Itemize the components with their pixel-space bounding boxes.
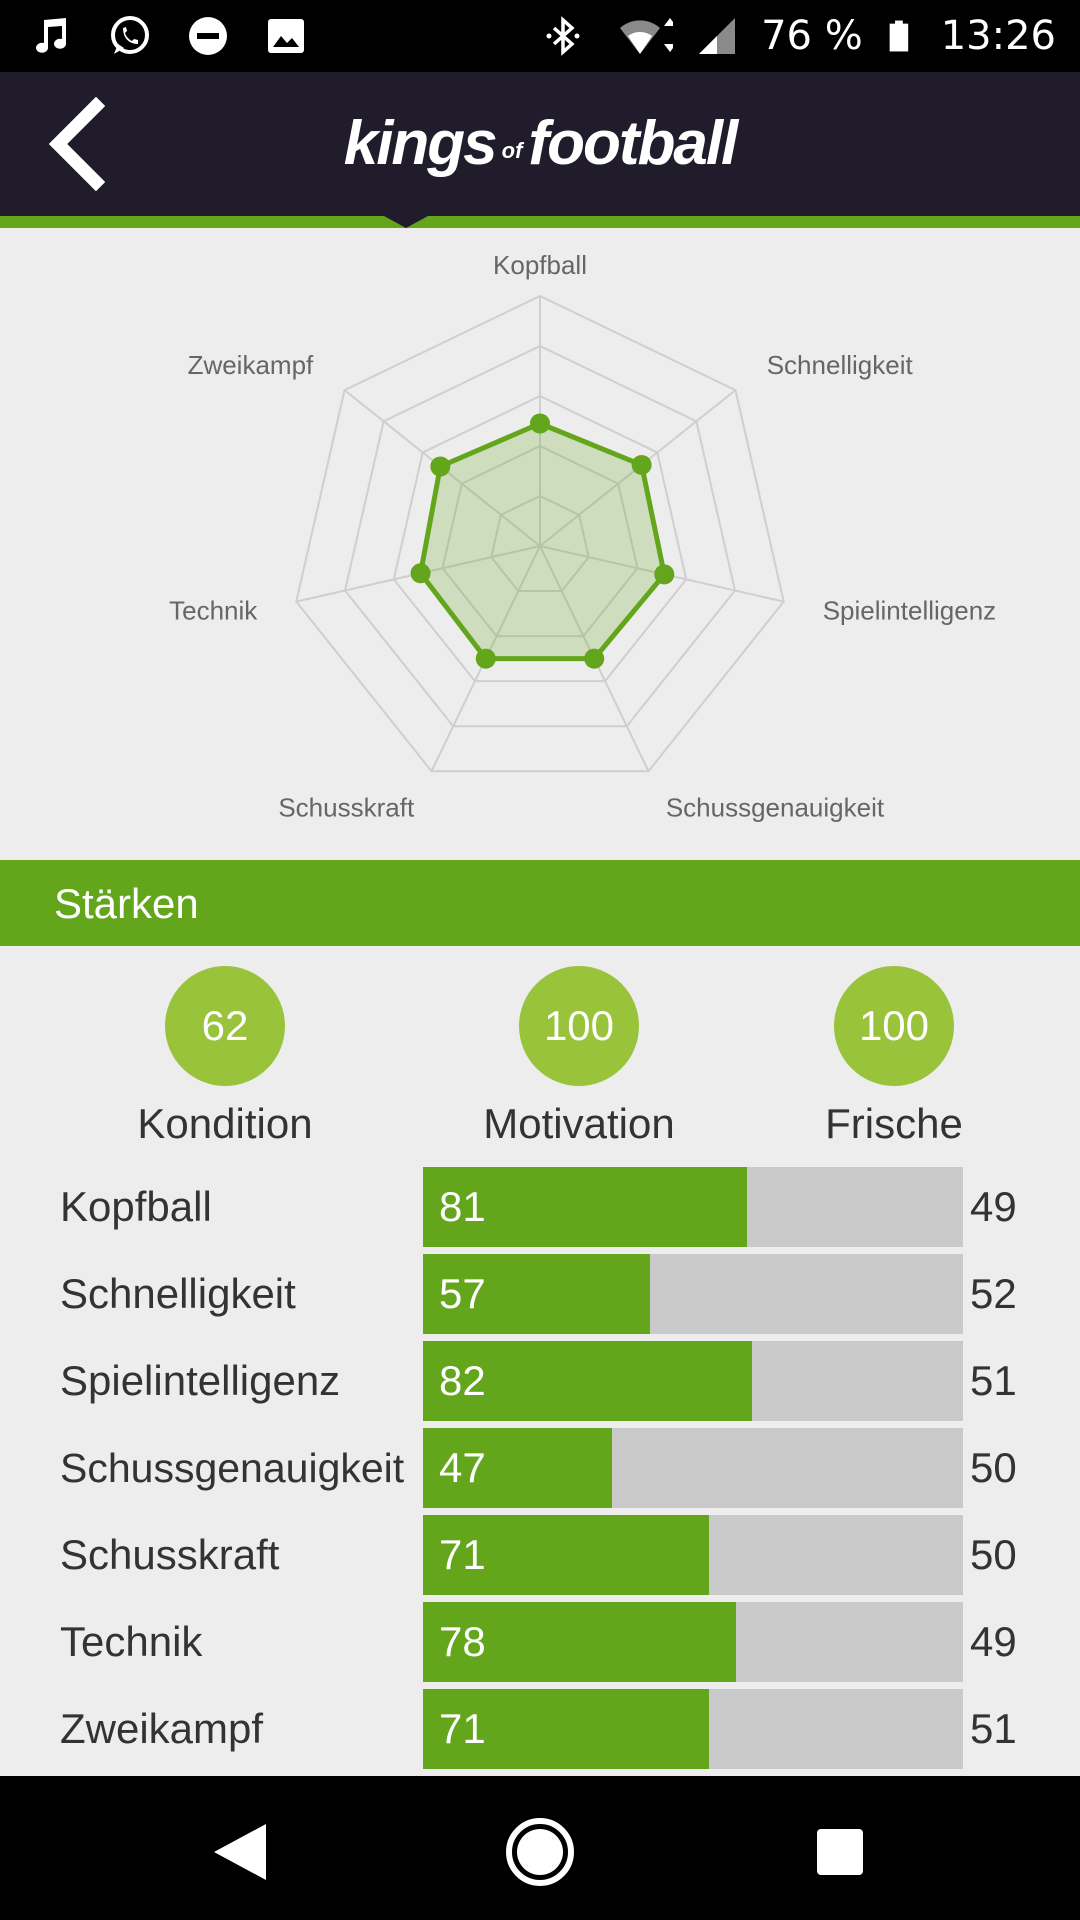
- skill-label: Technik: [60, 1618, 203, 1665]
- app-logo: kings offootball: [0, 108, 1080, 179]
- radar-data-point: [654, 564, 675, 585]
- skill-value: 71: [439, 1531, 486, 1578]
- skill-compare-value: 51: [970, 1705, 1017, 1752]
- music-note-icon: [36, 18, 66, 53]
- skill-bar: 82: [423, 1341, 963, 1421]
- skill-value: 71: [439, 1705, 486, 1752]
- battery-icon: [889, 20, 908, 52]
- radar-chart: Kopfball Schnelligkeit Spielintelligenz Sch…: [0, 228, 1080, 860]
- radar-data-point: [410, 563, 431, 584]
- radar-data-area: [417, 420, 667, 662]
- image-icon: [268, 19, 304, 53]
- radar-data-point: [584, 648, 605, 669]
- radar-data-point: [530, 413, 550, 434]
- skill-bar: 81: [423, 1167, 963, 1247]
- header-notch: [384, 216, 428, 228]
- radar-axis-label: Spielintelligenz: [823, 596, 996, 626]
- skill-bar: 57: [423, 1254, 963, 1334]
- status-icons-left: [30, 12, 308, 60]
- signal-icon: [699, 18, 736, 54]
- skill-label: Schnelligkeit: [60, 1270, 296, 1317]
- radar-grid-ring: [392, 394, 688, 683]
- status-bar: 76 % 13:26: [0, 0, 1080, 72]
- skill-label: Spielintelligenz: [60, 1357, 341, 1404]
- skill-bar: 47: [423, 1428, 963, 1508]
- radar-grid-ring: [441, 444, 639, 638]
- skill-bar: 71: [423, 1515, 963, 1595]
- app-header: kings offootball: [0, 72, 1080, 216]
- status-icons-right: 76 % 13:26: [541, 10, 1056, 62]
- skill-label: Schusskraft: [60, 1531, 280, 1578]
- skill-value: 47: [439, 1444, 486, 1491]
- skill-compare-value: 49: [970, 1618, 1017, 1665]
- motivation-label: Motivation: [483, 1100, 675, 1147]
- skill-compare-value: 52: [970, 1270, 1017, 1317]
- skill-bar-fill: [423, 1689, 710, 1769]
- skill-bar-fill: [423, 1254, 650, 1334]
- skill-bar: 71: [423, 1689, 963, 1769]
- radar-grid-ring: [490, 494, 590, 593]
- radar-grid-ring: [295, 294, 785, 773]
- section-title: Stärken: [54, 880, 199, 927]
- radar-data-point: [631, 454, 652, 475]
- skill-value: 81: [439, 1183, 486, 1230]
- radar-svg: Kopfball Schnelligkeit Spielintelligenz Sch…: [169, 250, 996, 822]
- skill-bar-fill: [423, 1341, 753, 1421]
- logo-kings: kings: [343, 109, 498, 178]
- freshness-circle: 100: [834, 966, 954, 1086]
- radar-data-point: [475, 648, 496, 669]
- radar-axis-label: Zweikampf: [188, 350, 314, 380]
- nav-home-icon[interactable]: [500, 1812, 580, 1892]
- skill-label: Zweikampf: [60, 1705, 264, 1752]
- do-not-disturb-icon: [189, 17, 227, 55]
- radar-axis-label: Schussgenauigkeit: [666, 792, 885, 822]
- condition-label: Kondition: [137, 1100, 313, 1147]
- skill-bar-fill: [423, 1602, 737, 1682]
- skill-bar-fill: [423, 1167, 747, 1247]
- condition-circle: 62: [165, 966, 285, 1086]
- logo-football: football: [528, 109, 738, 178]
- freshness-label: Frische: [825, 1100, 963, 1147]
- skill-compare-value: 51: [970, 1357, 1017, 1404]
- radar-data-point: [430, 456, 451, 477]
- skill-value: 57: [439, 1270, 486, 1317]
- nav-back-icon[interactable]: [200, 1812, 280, 1892]
- skill-compare-value: 50: [970, 1444, 1017, 1491]
- skill-value: 78: [439, 1618, 486, 1665]
- radar-axis-label: Schnelligkeit: [767, 350, 914, 380]
- back-arrow-icon[interactable]: [30, 94, 130, 194]
- radar-axis-label: Schusskraft: [278, 792, 415, 822]
- skill-value: 82: [439, 1357, 486, 1404]
- radar-axis-label: Kopfball: [493, 250, 587, 280]
- clock: 13:26: [940, 13, 1056, 59]
- nav-recents-icon[interactable]: [800, 1812, 880, 1892]
- logo-of: of: [501, 138, 523, 163]
- skill-bar-fill: [423, 1515, 710, 1595]
- bluetooth-icon: [546, 16, 580, 56]
- radar-grid-ring: [343, 344, 737, 728]
- header-accent-strip: [0, 216, 1080, 228]
- skill-compare-value: 50: [970, 1531, 1017, 1578]
- whatsapp-icon: [111, 16, 149, 54]
- skill-label: Kopfball: [60, 1183, 212, 1230]
- skill-label: Schussgenauigkeit: [60, 1445, 405, 1491]
- skill-compare-value: 49: [970, 1183, 1017, 1230]
- wifi-icon: [620, 18, 674, 54]
- skill-bar: 78: [423, 1602, 963, 1682]
- system-nav-bar: [0, 1776, 1080, 1920]
- skill-bar-fill: [423, 1428, 612, 1508]
- section-header: Stärken: [0, 860, 1080, 946]
- radar-axis-label: Technik: [169, 596, 258, 626]
- battery-percent: 76 %: [761, 13, 863, 59]
- motivation-circle: 100: [519, 966, 639, 1086]
